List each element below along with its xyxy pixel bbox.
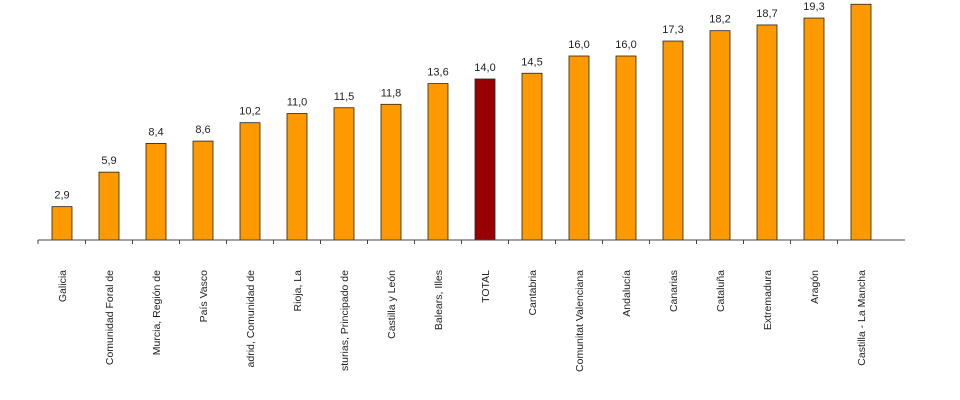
category-label-16: Extremadura bbox=[762, 270, 774, 330]
value-label-2: 5,9 bbox=[101, 155, 116, 167]
category-label-13: Andalucía bbox=[621, 270, 633, 317]
x-axis-ticks-group bbox=[37, 240, 838, 244]
category-label-10: TOTAL bbox=[480, 270, 492, 303]
value-label-8: 11,8 bbox=[381, 87, 402, 99]
value-label-5: 10,2 bbox=[239, 106, 260, 118]
value-label-3: 8,4 bbox=[148, 126, 163, 138]
category-label-17: Aragón bbox=[809, 270, 821, 304]
bar-12 bbox=[568, 55, 590, 241]
value-label-14: 17,3 bbox=[662, 24, 683, 36]
category-label-8: Castilla y León bbox=[386, 270, 398, 339]
category-label-14: Canarias bbox=[668, 270, 680, 312]
value-label-4: 8,6 bbox=[195, 124, 210, 136]
category-label-18: Castilla - La Mancha bbox=[856, 270, 868, 366]
value-label-11: 14,5 bbox=[521, 56, 542, 68]
bar-4 bbox=[192, 140, 214, 241]
value-labels-group: 2,9 5,9 8,4 8,6 10,2 11,0 11,5 11,8 13,6 14,0 14,5… bbox=[54, 1, 824, 202]
bar-7 bbox=[333, 107, 355, 241]
value-label-7: 11,5 bbox=[334, 91, 355, 103]
value-label-6: 11,0 bbox=[287, 97, 308, 109]
bar-3 bbox=[145, 142, 167, 241]
category-label-2: Comunidad Foral de bbox=[104, 270, 116, 365]
bar-18 bbox=[850, 3, 872, 241]
value-label-12: 16,0 bbox=[568, 39, 589, 51]
category-label-3: Murcia, Región de bbox=[151, 270, 163, 355]
value-label-17: 19,3 bbox=[803, 1, 824, 13]
bar-5 bbox=[239, 122, 261, 241]
bar-10 bbox=[474, 78, 496, 241]
value-label-1: 2,9 bbox=[54, 190, 69, 202]
bars-group bbox=[51, 3, 872, 241]
value-label-15: 18,2 bbox=[709, 14, 730, 26]
bar-17 bbox=[803, 17, 825, 241]
category-label-15: Cataluña bbox=[715, 270, 727, 312]
bar-13 bbox=[615, 55, 637, 241]
category-labels-group: Galicia Comunidad Foral de Murcia, Región … bbox=[57, 270, 868, 372]
value-label-9: 13,6 bbox=[427, 67, 448, 79]
bar-9 bbox=[427, 83, 449, 241]
bar-11 bbox=[521, 72, 543, 241]
category-label-1: Galicia bbox=[57, 270, 69, 302]
category-label-7: sturias, Principado de bbox=[339, 270, 351, 371]
bar-14 bbox=[662, 40, 684, 241]
bar-15 bbox=[709, 30, 731, 241]
bar-6 bbox=[286, 113, 308, 241]
bar-2 bbox=[98, 171, 120, 241]
bar-1 bbox=[51, 206, 73, 241]
value-label-10: 14,0 bbox=[474, 62, 495, 74]
bar-8 bbox=[380, 103, 402, 241]
category-label-4: País Vasco bbox=[198, 270, 210, 322]
category-label-12: Comunitat Valenciana bbox=[574, 270, 586, 372]
value-label-13: 16,0 bbox=[615, 39, 636, 51]
bar-16 bbox=[756, 24, 778, 241]
value-label-16: 18,7 bbox=[756, 8, 777, 20]
category-label-9: Balears, Illes bbox=[433, 270, 445, 330]
category-label-11: Cantabria bbox=[527, 270, 539, 316]
category-label-6: Rioja, La bbox=[292, 270, 304, 312]
category-label-5: adrid, Comunidad de bbox=[245, 270, 257, 368]
